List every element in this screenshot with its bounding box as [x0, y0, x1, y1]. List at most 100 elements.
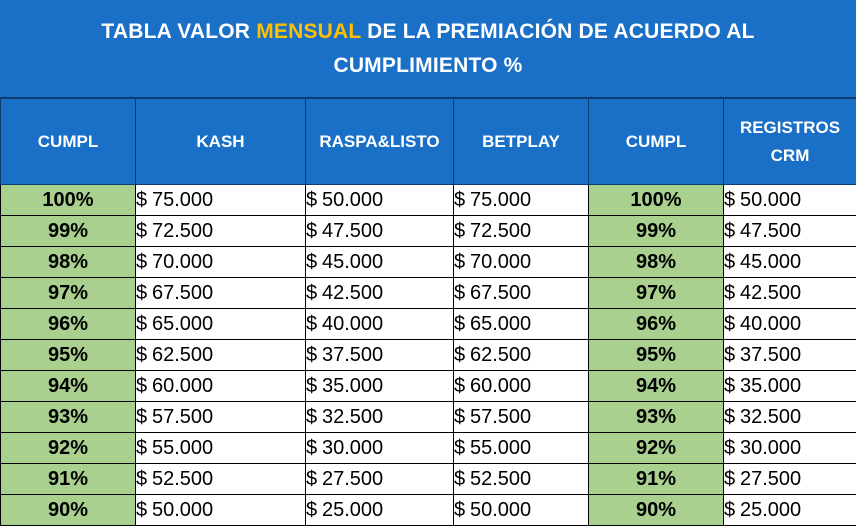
cell-raspa-listo: $50.000 [305, 184, 454, 216]
amount-value: 72.500 [152, 219, 214, 242]
cell-kash: $67.500 [135, 277, 306, 309]
cell-cumpl: 93% [0, 401, 136, 433]
amount-value: 65.000 [470, 312, 532, 335]
currency-symbol: $ [306, 219, 318, 242]
currency-symbol: $ [306, 467, 318, 490]
cell-cumpl-2: 96% [588, 308, 724, 340]
header-registros-crm: REGISTROS CRM [723, 98, 856, 185]
amount-value: 30.000 [322, 436, 384, 459]
cell-betplay: $55.000 [453, 432, 589, 464]
currency-symbol: $ [306, 312, 318, 335]
currency-symbol: $ [306, 436, 318, 459]
title-highlight: MENSUAL [256, 19, 362, 43]
amount-value: 70.000 [470, 250, 532, 273]
header-betplay: BETPLAY [453, 98, 589, 185]
cell-registros-crm: $25.000 [723, 494, 856, 526]
table-row: 90% $50.000 $25.000 $50.000 90% $25.000 [0, 494, 856, 526]
cell-raspa-listo: $45.000 [305, 246, 454, 278]
cell-registros-crm: $32.500 [723, 401, 856, 433]
cell-betplay: $65.000 [453, 308, 589, 340]
amount-value: 50.000 [470, 498, 532, 521]
currency-symbol: $ [136, 467, 148, 490]
cell-raspa-listo: $30.000 [305, 432, 454, 464]
cell-raspa-listo: $27.500 [305, 463, 454, 495]
cell-betplay: $50.000 [453, 494, 589, 526]
currency-symbol: $ [724, 498, 736, 521]
currency-symbol: $ [454, 312, 466, 335]
table-row: 91% $52.500 $27.500 $52.500 91% $27.500 [0, 463, 856, 495]
table-row: 94% $60.000 $35.000 $60.000 94% $35.000 [0, 370, 856, 402]
currency-symbol: $ [724, 343, 736, 366]
currency-symbol: $ [454, 374, 466, 397]
table-body: 100% $75.000 $50.000 $75.000 100% $50.000 99% $… [0, 184, 856, 526]
table-row: 93% $57.500 $32.500 $57.500 93% $32.500 [0, 401, 856, 433]
amount-value: 45.000 [740, 250, 802, 273]
cell-cumpl: 97% [0, 277, 136, 309]
cell-betplay: $75.000 [453, 184, 589, 216]
cell-cumpl: 90% [0, 494, 136, 526]
cell-cumpl: 92% [0, 432, 136, 464]
currency-symbol: $ [136, 498, 148, 521]
amount-value: 27.500 [740, 467, 802, 490]
cell-cumpl: 98% [0, 246, 136, 278]
cell-cumpl-2: 91% [588, 463, 724, 495]
title-part-2: DE LA PREMIACIÓN DE ACUERDO AL CUMPLIMIE… [333, 19, 755, 77]
cell-betplay: $62.500 [453, 339, 589, 371]
amount-value: 37.500 [740, 343, 802, 366]
cell-cumpl-2: 95% [588, 339, 724, 371]
header-cumpl-2: CUMPL [588, 98, 724, 185]
cell-registros-crm: $35.000 [723, 370, 856, 402]
currency-symbol: $ [724, 467, 736, 490]
cell-raspa-listo: $35.000 [305, 370, 454, 402]
table-row: 95% $62.500 $37.500 $62.500 95% $37.500 [0, 339, 856, 371]
cell-cumpl: 100% [0, 184, 136, 216]
cell-raspa-listo: $40.000 [305, 308, 454, 340]
amount-value: 52.500 [470, 467, 532, 490]
currency-symbol: $ [724, 250, 736, 273]
currency-symbol: $ [306, 405, 318, 428]
cell-registros-crm: $45.000 [723, 246, 856, 278]
currency-symbol: $ [454, 343, 466, 366]
amount-value: 75.000 [470, 188, 532, 211]
cell-cumpl: 91% [0, 463, 136, 495]
cell-raspa-listo: $32.500 [305, 401, 454, 433]
cell-kash: $55.000 [135, 432, 306, 464]
currency-symbol: $ [306, 374, 318, 397]
cell-cumpl-2: 92% [588, 432, 724, 464]
currency-symbol: $ [306, 343, 318, 366]
table-row: 96% $65.000 $40.000 $65.000 96% $40.000 [0, 308, 856, 340]
cell-cumpl-2: 94% [588, 370, 724, 402]
currency-symbol: $ [724, 281, 736, 304]
amount-value: 50.000 [740, 188, 802, 211]
header-cumpl: CUMPL [0, 98, 136, 185]
amount-value: 55.000 [470, 436, 532, 459]
cell-kash: $62.500 [135, 339, 306, 371]
amount-value: 32.500 [740, 405, 802, 428]
table-row: 99% $72.500 $47.500 $72.500 99% $47.500 [0, 215, 856, 247]
amount-value: 42.500 [322, 281, 384, 304]
currency-symbol: $ [136, 219, 148, 242]
cell-cumpl-2: 90% [588, 494, 724, 526]
currency-symbol: $ [306, 498, 318, 521]
currency-symbol: $ [724, 312, 736, 335]
currency-symbol: $ [454, 188, 466, 211]
currency-symbol: $ [724, 405, 736, 428]
header-row: CUMPL KASH RASPA&LISTO BETPLAY CUMPL REG… [0, 98, 856, 185]
cell-registros-crm: $42.500 [723, 277, 856, 309]
cell-raspa-listo: $42.500 [305, 277, 454, 309]
amount-value: 45.000 [322, 250, 384, 273]
cell-betplay: $60.000 [453, 370, 589, 402]
currency-symbol: $ [136, 250, 148, 273]
amount-value: 42.500 [740, 281, 802, 304]
cell-registros-crm: $47.500 [723, 215, 856, 247]
table-row: 92% $55.000 $30.000 $55.000 92% $30.000 [0, 432, 856, 464]
currency-symbol: $ [454, 405, 466, 428]
currency-symbol: $ [306, 281, 318, 304]
amount-value: 57.500 [152, 405, 214, 428]
cell-cumpl: 95% [0, 339, 136, 371]
currency-symbol: $ [454, 250, 466, 273]
cell-betplay: $57.500 [453, 401, 589, 433]
amount-value: 65.000 [152, 312, 214, 335]
amount-value: 57.500 [470, 405, 532, 428]
cell-raspa-listo: $47.500 [305, 215, 454, 247]
